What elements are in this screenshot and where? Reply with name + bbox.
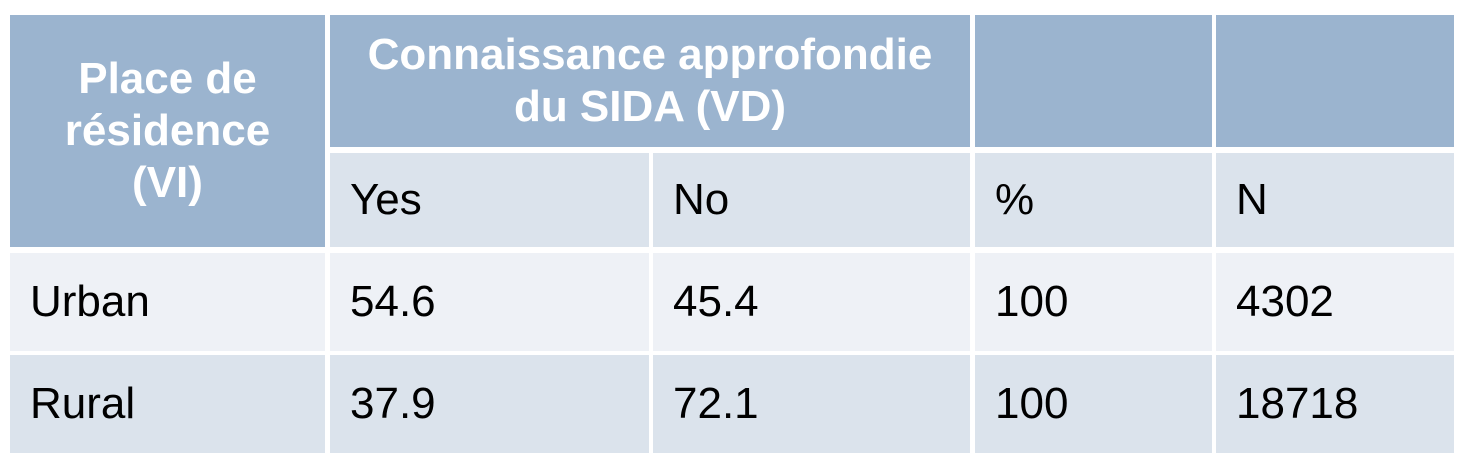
table-row-urban-n: 4302 <box>1216 253 1454 351</box>
table-row-rural-yes: 37.9 <box>330 355 649 453</box>
cell-value: 72.1 <box>673 379 759 428</box>
subheader-yes-text: Yes <box>350 175 422 224</box>
table-row-urban-yes: 54.6 <box>330 253 649 351</box>
cell-value: 37.9 <box>350 379 436 428</box>
subheader-n: N <box>1216 153 1454 247</box>
table-row-urban-no: 45.4 <box>653 253 970 351</box>
subheader-percent: % <box>975 153 1212 247</box>
subheader-no: No <box>653 153 970 247</box>
header-col4-top <box>1216 15 1454 147</box>
table-row-rural-no: 72.1 <box>653 355 970 453</box>
row-label: Urban <box>30 277 150 326</box>
cell-value: 100 <box>995 277 1069 326</box>
header-col3-top <box>975 15 1212 147</box>
cell-value: 45.4 <box>673 277 759 326</box>
table-row-urban-pct: 100 <box>975 253 1212 351</box>
header-place-de-residence: Place de résidence (VI) <box>10 15 325 247</box>
subheader-no-text: No <box>673 175 730 224</box>
subheader-yes: Yes <box>330 153 649 247</box>
subheader-n-text: N <box>1236 175 1268 224</box>
header-place-de-residence-text: Place de résidence (VI) <box>64 54 271 207</box>
cell-value: 18718 <box>1236 379 1359 428</box>
cell-value: 100 <box>995 379 1069 428</box>
subheader-percent-text: % <box>995 175 1035 224</box>
cell-value: 4302 <box>1236 277 1334 326</box>
cell-value: 54.6 <box>350 277 436 326</box>
row-label: Rural <box>30 379 136 428</box>
table-row-rural-pct: 100 <box>975 355 1212 453</box>
header-connaissance-text: Connaissance approfondie du SIDA (VD) <box>367 30 933 131</box>
table-row-rural-label: Rural <box>10 355 325 453</box>
table-row-rural-n: 18718 <box>1216 355 1454 453</box>
header-connaissance-group: Connaissance approfondie du SIDA (VD) <box>330 15 970 147</box>
table-row-urban-label: Urban <box>10 253 325 351</box>
